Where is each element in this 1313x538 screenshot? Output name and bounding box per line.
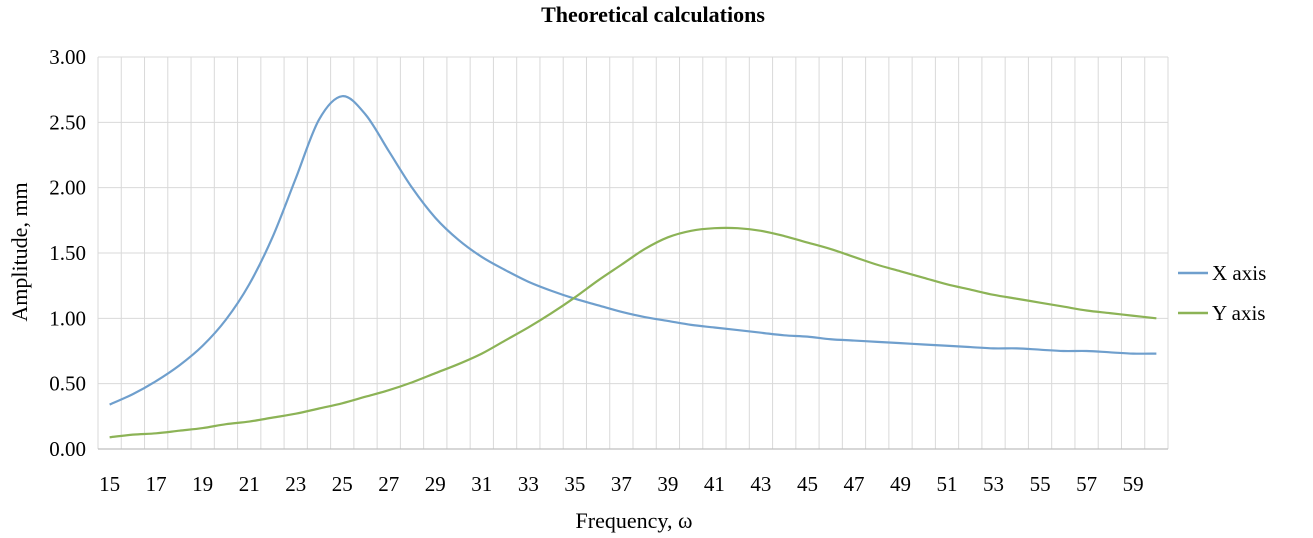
x-tick-label: 25 [332, 472, 353, 496]
grid [97, 56, 1169, 450]
y-tick-labels: 0.00 0.50 1.00 1.50 2.00 2.50 3.00 [49, 45, 86, 461]
x-tick-label: 35 [564, 472, 585, 496]
x-tick-label: 49 [890, 472, 911, 496]
x-tick-label: 29 [425, 472, 446, 496]
x-tick-label: 31 [471, 472, 492, 496]
x-tick-label: 27 [378, 472, 399, 496]
legend-label-y-axis: Y axis [1212, 301, 1265, 325]
legend: X axis Y axis [1178, 261, 1266, 325]
x-tick-label: 33 [518, 472, 539, 496]
x-tick-label: 41 [704, 472, 725, 496]
y-tick-label: 1.00 [49, 306, 86, 330]
chart-title: Theoretical calculations [541, 2, 765, 27]
y-axis-title: Amplitude, mm [7, 182, 32, 321]
y-tick-label: 0.00 [49, 437, 86, 461]
x-tick-label: 15 [99, 472, 120, 496]
x-tick-label: 23 [285, 472, 306, 496]
x-tick-label: 21 [239, 472, 260, 496]
y-tick-label: 3.00 [49, 45, 86, 69]
legend-label-x-axis: X axis [1212, 261, 1266, 285]
series-line-y-axis [109, 226, 1157, 439]
y-tick-label: 2.50 [49, 110, 86, 134]
x-tick-label: 51 [937, 472, 958, 496]
x-tick-labels: 15 17 19 21 23 25 27 29 31 33 35 37 39 41 43 45 47 49 51 53… [99, 472, 1143, 496]
y-tick-label: 0.50 [49, 372, 86, 396]
x-tick-label: 19 [192, 472, 213, 496]
x-tick-label: 45 [797, 472, 818, 496]
y-tick-label: 2.00 [49, 176, 86, 200]
x-tick-label: 43 [750, 472, 771, 496]
y-tick-label: 1.50 [49, 241, 86, 265]
x-tick-label: 47 [843, 472, 864, 496]
x-tick-label: 59 [1123, 472, 1144, 496]
x-tick-label: 39 [657, 472, 678, 496]
x-tick-label: 57 [1076, 472, 1097, 496]
x-axis-title: Frequency, ω [576, 508, 693, 533]
series-lines [109, 95, 1157, 439]
series-line-x-axis [109, 95, 1157, 406]
x-tick-label: 17 [146, 472, 167, 496]
x-tick-label: 53 [983, 472, 1004, 496]
x-tick-label: 37 [611, 472, 632, 496]
x-tick-label: 55 [1030, 472, 1051, 496]
